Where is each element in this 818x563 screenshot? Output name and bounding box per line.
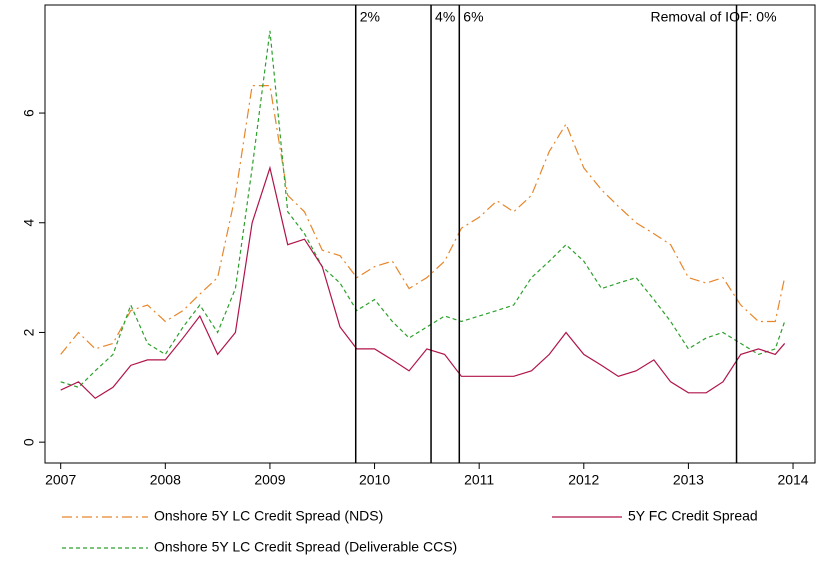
series-line <box>60 165 786 400</box>
series-line <box>60 30 786 388</box>
legend-label: 5Y FC Credit Spread <box>628 508 758 524</box>
event-label: 2% <box>360 9 380 25</box>
x-tick-label: 2007 <box>45 472 76 488</box>
x-tick-label: 2011 <box>464 472 494 488</box>
legend-label: Onshore 5Y LC Credit Spread (Deliverable… <box>154 539 457 555</box>
x-tick-label: 2009 <box>254 472 285 488</box>
x-tick-label: 2012 <box>568 472 599 488</box>
x-tick-label: 2013 <box>673 472 704 488</box>
y-tick-label: 6 <box>21 109 37 117</box>
x-tick-label: 2014 <box>777 472 808 488</box>
x-tick-label: 2010 <box>359 472 390 488</box>
event-label: 6% <box>463 9 483 25</box>
event-label: Removal of IOF: 0% <box>650 9 776 25</box>
plot-frame <box>44 4 816 464</box>
series-line <box>60 85 786 355</box>
legend-label: Onshore 5Y LC Credit Spread (NDS) <box>154 508 383 524</box>
x-tick-label: 2008 <box>150 472 181 488</box>
event-label: 4% <box>435 9 455 25</box>
y-tick-label: 2 <box>21 328 37 336</box>
y-tick-label: 0 <box>21 438 37 446</box>
y-tick-label: 4 <box>21 219 37 227</box>
